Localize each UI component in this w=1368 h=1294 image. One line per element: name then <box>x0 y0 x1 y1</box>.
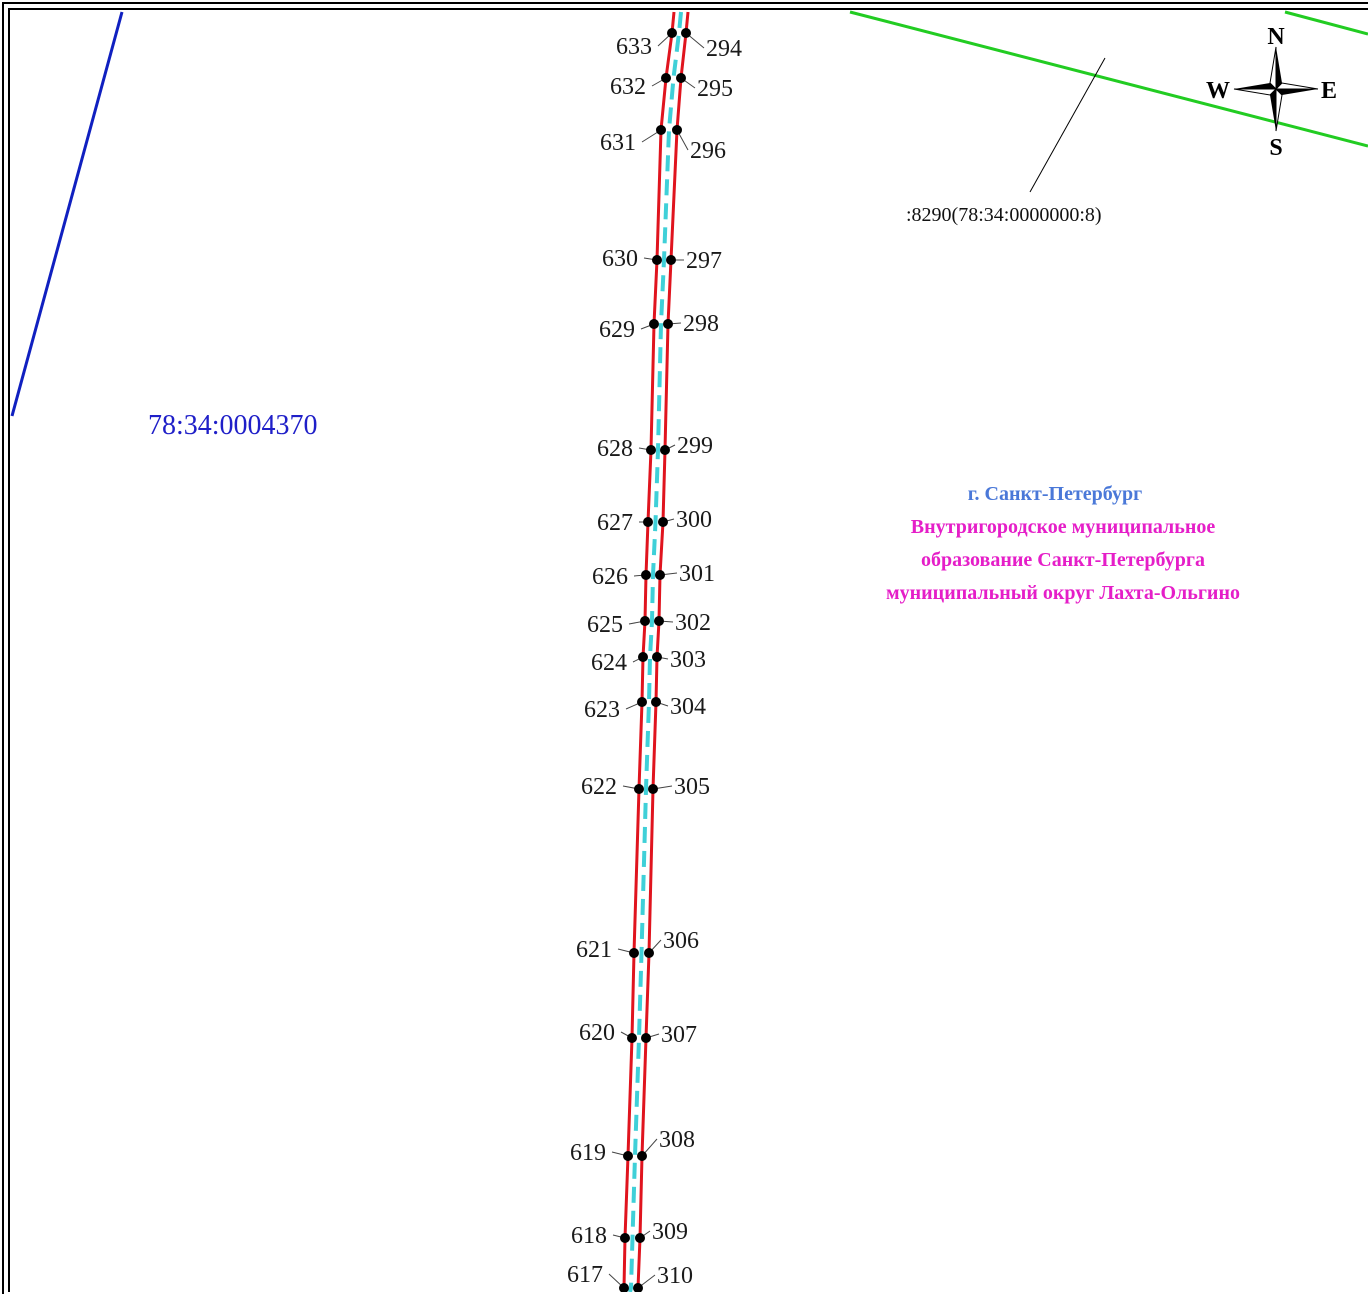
admin-line-3: муниципальный округ Лахта-Ольгино <box>886 582 1240 604</box>
point-label-right: 309 <box>652 1219 688 1245</box>
point-label-right: 310 <box>657 1263 693 1289</box>
point-label-right: 300 <box>676 507 712 533</box>
green-boundary-line-lower <box>849 10 1368 148</box>
boundary-point-right <box>655 570 665 580</box>
point-label-right: 303 <box>670 647 706 673</box>
boundary-point-right <box>663 319 673 329</box>
point-label-left: 633 <box>616 34 652 60</box>
boundary-point-right <box>641 1033 651 1043</box>
boundary-point-right <box>637 1151 647 1161</box>
boundary-point-right <box>681 28 691 38</box>
boundary-point-right <box>658 517 668 527</box>
point-label-right: 297 <box>686 248 722 274</box>
corridor-centerline <box>628 11 683 1292</box>
point-label-left: 632 <box>610 74 646 100</box>
boundary-point-right <box>672 125 682 135</box>
blue-boundary-line <box>10 11 124 417</box>
boundary-point-right <box>633 1283 643 1292</box>
point-label-left: 630 <box>602 246 638 272</box>
boundary-point-left <box>661 73 671 83</box>
boundary-point-left <box>646 445 656 455</box>
boundary-point-left <box>627 1033 637 1043</box>
point-label-right: 294 <box>706 36 742 62</box>
boundary-point-right <box>666 255 676 265</box>
parcel-number-label: 78:34:0004370 <box>148 410 318 441</box>
admin-line-1: Внутригородское муниципальное <box>911 516 1216 538</box>
boundary-point-left <box>652 255 662 265</box>
point-label-left: 625 <box>587 612 623 638</box>
point-label-right: 305 <box>674 774 710 800</box>
point-label-left: 629 <box>599 317 635 343</box>
point-label-left: 628 <box>597 436 633 462</box>
boundary-point-left <box>619 1283 629 1292</box>
point-label-right: 304 <box>670 694 706 720</box>
boundary-point-right <box>635 1233 645 1243</box>
boundary-point-left <box>634 784 644 794</box>
boundary-point-right <box>660 445 670 455</box>
boundary-point-right <box>648 784 658 794</box>
boundary-point-right <box>651 697 661 707</box>
boundary-point-right <box>654 616 664 626</box>
cadastral-leader-line <box>1029 57 1106 193</box>
boundary-point-right <box>652 652 662 662</box>
point-label-left: 626 <box>592 564 628 590</box>
point-label-left: 623 <box>584 697 620 723</box>
point-label-left: 620 <box>579 1020 615 1046</box>
point-label-left: 631 <box>600 130 636 156</box>
boundary-point-left <box>620 1233 630 1243</box>
point-label-right: 299 <box>677 433 713 459</box>
point-label-left: 618 <box>571 1223 607 1249</box>
boundary-point-left <box>667 28 677 38</box>
compass-rose-icon: N S W E <box>1206 24 1337 161</box>
boundary-point-left <box>641 570 651 580</box>
point-label-left: 627 <box>597 510 633 536</box>
point-label-left: 621 <box>576 937 612 963</box>
boundary-point-left <box>638 652 648 662</box>
point-label-right: 307 <box>661 1022 697 1048</box>
boundary-point-left <box>649 319 659 329</box>
point-label-right: 298 <box>683 311 719 337</box>
compass-east-label: E <box>1321 78 1337 104</box>
point-label-right: 306 <box>663 928 699 954</box>
boundary-point-left <box>643 517 653 527</box>
boundary-point-left <box>629 948 639 958</box>
point-label-left: 622 <box>581 774 617 800</box>
cadastral-ref-label: :8290(78:34:0000000:8) <box>906 204 1102 226</box>
point-label-right: 296 <box>690 138 726 164</box>
point-label-right: 308 <box>659 1127 695 1153</box>
compass-north-label: N <box>1267 24 1285 50</box>
boundary-point-left <box>637 697 647 707</box>
green-boundary-line-upper <box>1284 10 1368 36</box>
point-label-left: 619 <box>570 1140 606 1166</box>
boundary-point-right <box>676 73 686 83</box>
point-label-right: 301 <box>679 561 715 587</box>
admin-line-2: образование Санкт-Петербурга <box>921 549 1205 571</box>
boundary-point-left <box>623 1151 633 1161</box>
boundary-point-right <box>644 948 654 958</box>
point-label-left: 617 <box>567 1262 603 1288</box>
boundary-point-left <box>656 125 666 135</box>
compass-south-label: S <box>1269 135 1282 161</box>
point-label-left: 624 <box>591 650 627 676</box>
point-label-right: 302 <box>675 610 711 636</box>
boundary-points-group: 633 294 632 295 631 296 630 297 629 298 628 299 627 3… <box>567 28 742 1292</box>
admin-city-label: г. Санкт-Петербург <box>968 483 1143 505</box>
boundary-point-left <box>640 616 650 626</box>
compass-west-label: W <box>1206 78 1230 104</box>
point-label-right: 295 <box>697 76 733 102</box>
